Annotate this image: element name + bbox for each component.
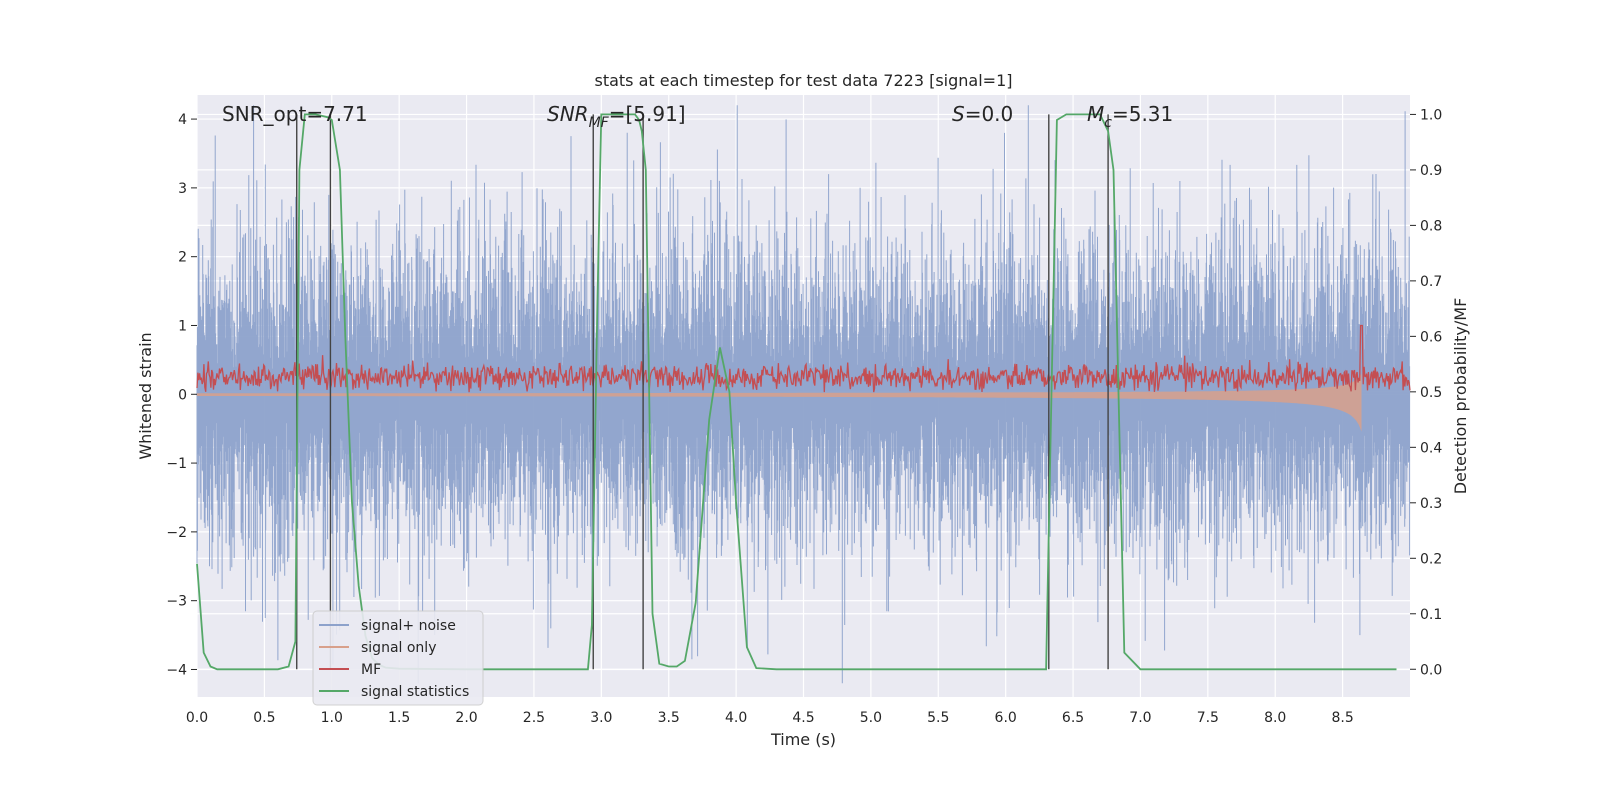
annotation-mc-value: =5.31 [1112, 102, 1173, 126]
annotation-snr-mf: SNRMF=[5.91] [547, 102, 686, 131]
annotation-s: S=0.0 [952, 102, 1013, 126]
legend-label: MF [361, 662, 381, 678]
y-tick-label: 3 [178, 181, 187, 197]
y-tick-label: −2 [166, 525, 187, 541]
y-tick-label: −3 [166, 594, 187, 610]
x-tick-label: 4.0 [725, 710, 747, 726]
annotation-snr-mf-base: SNR [547, 102, 589, 126]
signal-statistics-series [196, 113, 1397, 671]
signal-statistics-line [196, 113, 1397, 671]
x-tick-label: 5.5 [927, 710, 949, 726]
x-tick-label: 1.5 [388, 710, 410, 726]
mf-trace [196, 324, 1411, 393]
annotation-snr-opt: SNR_opt=7.71 [222, 102, 368, 126]
x-tick-label: 6.5 [1062, 710, 1084, 726]
y-right-tick-label: 0.3 [1420, 496, 1442, 512]
y-axis-ticks: 4 3 2 1 0 −1 −2 −3 −4 [166, 112, 197, 678]
x-tick-label: 1.0 [321, 710, 343, 726]
x-tick-label: 2.5 [523, 710, 545, 726]
y-right-tick-label: 0.5 [1420, 385, 1442, 401]
annotation-mc-var: M [1087, 102, 1104, 126]
y-right-tick-label: 0.0 [1420, 662, 1442, 678]
y-right-tick-label: 0.9 [1420, 163, 1442, 179]
x-axis-label: Time (s) [770, 730, 836, 749]
y-tick-label: 2 [178, 250, 187, 266]
y-tick-label: 1 [178, 318, 187, 334]
annotation-mc-sub: c [1104, 115, 1112, 131]
legend-label: signal only [361, 640, 436, 656]
y-tick-label: −1 [166, 456, 187, 472]
x-tick-label: 6.0 [995, 710, 1017, 726]
mf-series [196, 324, 1411, 393]
y-right-tick-label: 0.4 [1420, 440, 1442, 456]
annotation-s-value: =0.0 [965, 102, 1014, 126]
y-axis-label: Whitened strain [136, 332, 155, 459]
x-tick-label: 0.0 [186, 710, 208, 726]
y-right-tick-label: 0.2 [1420, 551, 1442, 567]
y-right-tick-label: 0.1 [1420, 607, 1442, 623]
x-tick-label: 7.0 [1129, 710, 1151, 726]
x-tick-label: 5.0 [860, 710, 882, 726]
x-tick-label: 8.5 [1331, 710, 1353, 726]
x-tick-label: 3.5 [658, 710, 680, 726]
y-axis-right-label: Detection probability/MF [1451, 298, 1470, 495]
y-tick-label: 0 [178, 387, 187, 403]
y-tick-label: −4 [166, 662, 187, 678]
x-tick-label: 3.0 [590, 710, 612, 726]
legend-label: signal statistics [361, 684, 469, 700]
y-right-tick-label: 0.8 [1420, 218, 1442, 234]
x-tick-label: 0.5 [253, 710, 275, 726]
y-axis-right-ticks: 1.0 0.9 0.8 0.7 0.6 0.5 0.4 0.3 0.2 0.1 0.0 [1410, 107, 1442, 678]
annotation-snr-mf-sub: MF [589, 115, 610, 131]
y-right-tick-label: 0.7 [1420, 274, 1442, 290]
y-right-tick-label: 1.0 [1420, 107, 1442, 123]
x-axis-ticks: 0.0 0.5 1.0 1.5 2.0 2.5 3.0 3.5 4.0 4.5 5.0 5.5 6.0 6… [186, 710, 1354, 726]
annotation-snr-mf-value: =[5.91] [609, 102, 686, 126]
legend-label: signal+ noise [361, 618, 456, 634]
legend-box [312, 610, 484, 706]
x-tick-label: 4.5 [792, 710, 814, 726]
x-tick-label: 7.5 [1197, 710, 1219, 726]
legend: signal+ noise signal only MF signal statist… [312, 610, 484, 706]
x-tick-label: 2.0 [455, 710, 477, 726]
y-right-tick-label: 0.6 [1420, 329, 1442, 345]
annotation-s-var: S [952, 102, 965, 126]
y-tick-label: 4 [178, 112, 187, 128]
x-tick-label: 8.0 [1264, 710, 1286, 726]
chart-title: stats at each timestep for test data 722… [594, 71, 1012, 90]
annotation-mc: Mc=5.31 [1087, 102, 1173, 131]
